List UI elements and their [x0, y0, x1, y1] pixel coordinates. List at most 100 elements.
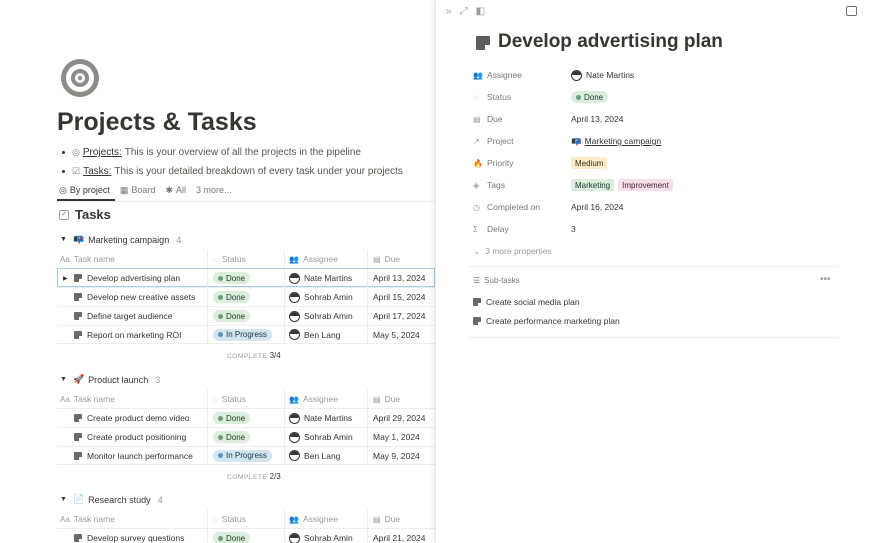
formula-icon: Σ	[473, 224, 478, 234]
avatar	[289, 431, 300, 443]
tab-by-project[interactable]: ◎ By project	[59, 184, 110, 196]
table-row[interactable]: ▶ Develop advertising plan Done Nate Mart…	[57, 268, 435, 287]
tag-icon: ◈	[473, 180, 480, 190]
priority-badge: Medium	[571, 157, 608, 169]
property-priority[interactable]: 🔥 Priority Medium	[473, 152, 853, 174]
group-count: 3	[155, 374, 161, 385]
status-icon: ◌	[213, 254, 218, 264]
tasks-icon: ☑	[72, 166, 81, 176]
table-row[interactable]: Report on marketing ROI In Progress Ben …	[57, 325, 435, 344]
more-properties-button[interactable]: ⌄ 3 more properties	[473, 245, 552, 256]
calendar-icon: ▤	[373, 394, 381, 404]
status-badge[interactable]: Done	[213, 272, 251, 284]
tasks-table: Aa Task name ◌ Status 👥 Assignee ▤ Due ▶ Deve…	[57, 250, 435, 344]
more-options-icon[interactable]: •••	[820, 274, 831, 285]
checkbox-icon: ✓	[59, 209, 69, 220]
view-tabs: ◎ By project ▦ Board ✱ All 3 more...	[59, 182, 242, 198]
expand-triangle-icon[interactable]: ▶	[63, 275, 68, 282]
flame-icon: 🔥	[473, 158, 483, 168]
database-title[interactable]: ✓ Tasks	[59, 207, 111, 222]
side-peek-panel: » ⤢ ◧ Develop advertising plan 👥 Assignee…	[435, 0, 870, 543]
board-icon: ▦	[119, 184, 129, 195]
divider	[469, 337, 839, 338]
avatar	[289, 329, 300, 340]
tab-all[interactable]: ✱ All	[165, 184, 186, 196]
status-badge[interactable]: Done	[213, 310, 251, 322]
document-icon	[74, 330, 82, 339]
group-header-marketing-campaign[interactable]: ▼ 📭 Marketing campaign 4	[60, 234, 182, 245]
status-badge[interactable]: Done	[213, 412, 251, 424]
subtask-item[interactable]: Create performance marketing plan	[473, 316, 620, 326]
status-badge[interactable]: Done	[213, 431, 251, 443]
document-icon	[74, 414, 82, 422]
people-icon: 👥	[289, 394, 299, 404]
group-header-product-launch[interactable]: ▼ 🚀 Product launch 3	[60, 374, 161, 385]
property-delay[interactable]: Σ Delay 3	[473, 224, 576, 234]
document-icon	[74, 451, 82, 460]
property-project[interactable]: ↗ Project 📭 Marketing campaign	[473, 135, 662, 147]
table-row[interactable]: Define target audience Done Sohrab Amin …	[57, 306, 435, 325]
mailbox-icon: 📭	[72, 234, 85, 244]
projects-link[interactable]: Projects:	[82, 147, 122, 158]
people-icon: 👥	[473, 70, 483, 80]
avatar	[571, 69, 582, 81]
status-badge[interactable]: Done	[213, 532, 251, 543]
list-icon: ☰	[473, 276, 481, 285]
triangle-down-icon[interactable]: ▼	[60, 236, 67, 243]
property-due[interactable]: ▤ Due April 13, 2024	[473, 114, 624, 124]
document-icon	[74, 274, 82, 282]
subtasks-header[interactable]: ☰ Sub-tasks	[473, 276, 520, 285]
table-row[interactable]: Create product positioning Done Sohrab A…	[57, 427, 435, 446]
table-header: Aa Task name ◌ Status 👥 Assignee ▤ Due	[57, 390, 435, 408]
property-status[interactable]: ◌ Status Done	[473, 86, 853, 108]
chevron-down-icon: ⌄	[473, 245, 481, 256]
target-icon[interactable]	[61, 59, 99, 97]
group-header-research-study[interactable]: ▼ 📄 Research study 4	[60, 494, 163, 505]
avatar	[289, 532, 300, 543]
property-tags[interactable]: ◈ Tags Marketing Improvement	[473, 174, 853, 196]
table-row[interactable]: Develop survey questions Done Sohrab Ami…	[57, 528, 435, 543]
tasks-link[interactable]: Tasks:	[83, 166, 112, 177]
table-row[interactable]: Develop new creative assets Done Sohrab …	[57, 287, 435, 306]
description-list: ◎ Projects: This is your overview of all…	[62, 143, 403, 181]
divider	[57, 201, 435, 202]
status-icon: ◌	[473, 92, 478, 102]
triangle-down-icon[interactable]: ▼	[60, 376, 67, 383]
status-badge[interactable]: In Progress	[213, 328, 272, 341]
document-icon	[74, 293, 82, 301]
property-completed-on[interactable]: ◷ Completed on April 16, 2024	[473, 202, 624, 212]
document-icon	[473, 317, 481, 325]
tab-board[interactable]: ▦ Board	[119, 184, 156, 196]
peek-mode-icon[interactable]: ◧	[475, 6, 486, 17]
document-icon[interactable]	[476, 36, 490, 50]
table-row[interactable]: Create product demo video Done Nate Mart…	[57, 408, 435, 427]
close-peek-icon[interactable]: »	[446, 6, 452, 17]
status-badge[interactable]: Done	[213, 291, 251, 303]
divider	[469, 266, 839, 267]
document-icon	[473, 298, 481, 306]
subtask-item[interactable]: Create social media plan	[473, 297, 580, 307]
property-assignee[interactable]: 👥 Assignee Nate Martins	[473, 69, 635, 81]
group-count: 4	[176, 234, 182, 245]
text-icon: Aa	[60, 514, 70, 524]
comment-icon[interactable]	[846, 6, 857, 16]
projects-icon: ◎	[72, 147, 80, 157]
completion-summary: COMPLETE 3/4	[227, 351, 281, 360]
table-row[interactable]: Monitor launch performance In Progress B…	[57, 446, 435, 465]
clock-icon: ◷	[473, 202, 480, 212]
completion-summary: COMPLETE 2/3	[227, 472, 281, 481]
avatar	[289, 291, 300, 303]
triangle-down-icon[interactable]: ▼	[60, 496, 67, 503]
status-badge[interactable]: In Progress	[213, 449, 272, 462]
table-header: Aa Task name ◌ Status 👥 Assignee ▤ Due	[57, 250, 435, 268]
task-title[interactable]: Develop advertising plan	[498, 31, 723, 52]
text-icon: Aa	[60, 394, 70, 404]
expand-icon[interactable]: ⤢	[459, 6, 468, 17]
more-views-button[interactable]: 3 more...	[196, 185, 232, 195]
tag-badge: Marketing	[571, 179, 615, 191]
people-icon: 👥	[289, 254, 299, 264]
tasks-table: Aa Task name ◌ Status 👥 Assignee ▤ Due Creat…	[57, 390, 435, 465]
rocket-icon: 🚀	[72, 374, 85, 384]
mailbox-icon: 📭	[571, 135, 582, 146]
tag-badge: Improvement	[618, 179, 673, 191]
